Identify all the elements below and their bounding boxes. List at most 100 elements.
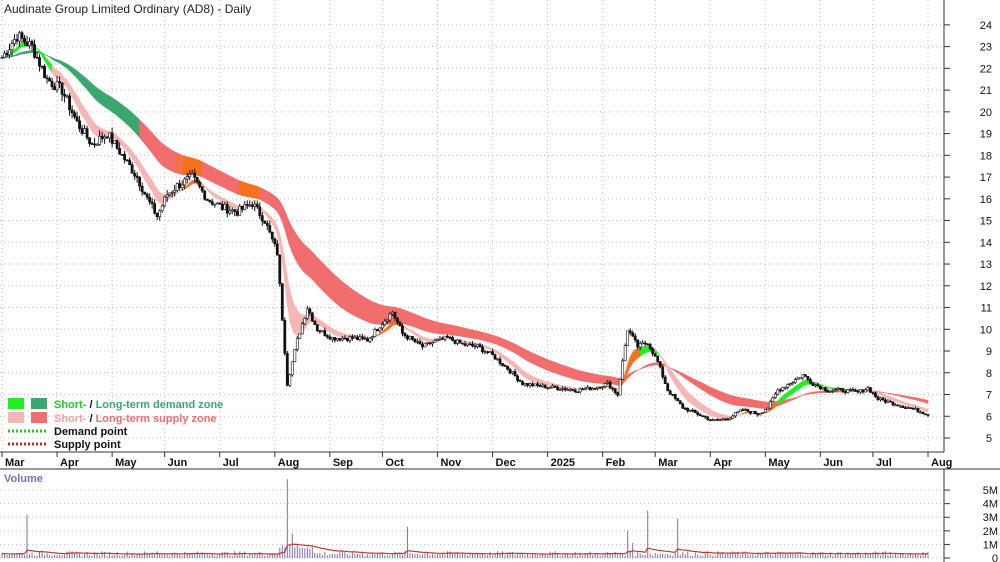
candle-body	[753, 411, 757, 415]
candle-body	[461, 342, 464, 345]
candle-body	[103, 136, 107, 140]
short-term-zone-segment	[159, 191, 163, 204]
candle-body	[871, 392, 875, 394]
legend-demand-separator: /	[89, 399, 92, 411]
candle-body	[421, 343, 424, 348]
long-term-zone-segment	[254, 185, 258, 199]
short-term-zone-segment	[797, 382, 801, 391]
candle-body	[143, 191, 147, 195]
long-term-zone-segment	[249, 183, 253, 198]
volume-tick-label: 2M	[983, 526, 998, 538]
short-term-zone-segment	[697, 400, 701, 411]
candle-body	[15, 38, 19, 42]
candle-body	[636, 339, 640, 348]
candle-body	[376, 329, 379, 332]
long-term-zone-segment	[367, 298, 371, 324]
legend-long-demand-label: Long-term demand zone	[96, 399, 224, 411]
candle-body	[365, 338, 369, 342]
candle-body	[481, 346, 484, 353]
candle-body	[290, 361, 294, 376]
candle-body	[593, 388, 597, 390]
candle-body	[568, 389, 572, 391]
time-tick-label: Mar	[5, 457, 25, 469]
short-term-zone-segment	[709, 409, 714, 417]
long-term-zone-segment	[477, 330, 481, 340]
candle-body	[916, 408, 920, 413]
candle-body	[148, 196, 152, 203]
long-term-zone-segment	[402, 308, 406, 325]
long-term-zone-segment	[337, 276, 341, 307]
candle-body	[213, 203, 217, 206]
candle-body	[909, 407, 912, 409]
candle-body	[688, 409, 692, 412]
long-term-zone-segment	[464, 327, 468, 338]
legend-demand-point-label: Demand point	[54, 426, 128, 438]
long-term-zone-segment	[599, 374, 603, 384]
candle-body	[718, 419, 722, 421]
candle-body	[786, 384, 790, 388]
time-axis-ticks: Mar Apr May Jun Jul Aug Sep Oct Nov Dec 2025 Feb Mar…	[1, 452, 952, 469]
candle-body	[308, 308, 312, 314]
candle-body	[170, 191, 174, 194]
candle-body	[844, 391, 847, 393]
long-term-zone-segment	[459, 326, 463, 337]
candle-body	[796, 377, 800, 381]
long-term-zone-segment	[327, 267, 331, 299]
candle-body	[3, 52, 6, 58]
candle-body	[125, 159, 129, 162]
candle-body	[486, 351, 489, 353]
candle-body	[533, 383, 537, 387]
candle-body	[325, 335, 329, 338]
long-term-zone-segment	[239, 180, 243, 197]
short-term-zone-segment	[717, 412, 721, 419]
long-term-zone-segment	[224, 172, 228, 190]
candle-body	[456, 339, 459, 344]
candle-body	[573, 389, 577, 393]
candle-body	[218, 202, 222, 205]
long-term-zone-segment	[512, 342, 516, 354]
long-term-zone-segment	[236, 179, 241, 196]
candle-body	[93, 143, 97, 146]
candle-body	[869, 387, 872, 393]
long-term-zone-segment	[484, 332, 488, 342]
candle-body	[591, 388, 595, 391]
legend-supply-zone: Short- / Long-term supply zone	[54, 413, 217, 425]
candle-body	[433, 340, 437, 343]
candle-body	[88, 137, 91, 144]
price-tick-label: 7	[986, 390, 992, 402]
candle-body	[726, 418, 730, 421]
candle-body	[598, 386, 602, 389]
long-term-zone-segment	[915, 397, 919, 401]
long-term-zone-segment	[522, 347, 526, 360]
candle-body	[50, 80, 54, 87]
price-candles	[0, 30, 930, 422]
candle-body	[876, 396, 880, 400]
short-term-zone-segment	[334, 329, 338, 337]
short-term-zone-segment	[532, 375, 536, 383]
long-term-zone-segment	[499, 337, 503, 348]
short-term-zone-segment	[392, 320, 396, 327]
candle-body	[80, 128, 84, 134]
candle-body	[240, 205, 244, 210]
short-term-zone-segment	[216, 194, 221, 201]
long-term-zone-segment	[905, 395, 909, 399]
candle-body	[771, 397, 775, 402]
chart-title: Audinate Group Limited Ordinary (AD8) - …	[4, 2, 251, 16]
candle-body	[78, 120, 81, 129]
candle-body	[616, 392, 620, 396]
short-term-zone-segment	[905, 401, 909, 406]
long-term-zone-segment	[312, 251, 316, 283]
long-term-zone-segment	[352, 288, 356, 317]
candle-body	[318, 330, 322, 333]
long-term-zone-segment	[334, 274, 338, 305]
long-term-zone-segment	[206, 163, 211, 182]
long-term-zone-segment	[895, 393, 899, 397]
long-term-zone-segment	[124, 106, 128, 125]
candle-body	[904, 407, 907, 409]
price-tick-label: 8	[986, 368, 992, 380]
long-term-zone-segment	[732, 395, 736, 406]
long-term-zone-segment	[742, 397, 746, 407]
candle-body	[393, 311, 397, 319]
candle-body	[906, 407, 910, 409]
candle-body	[723, 418, 727, 421]
